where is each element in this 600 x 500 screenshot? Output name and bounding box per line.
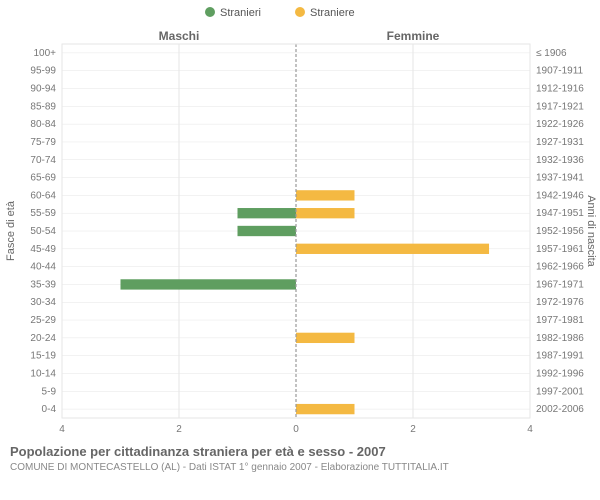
right-axis-title: Anni di nascita bbox=[585, 195, 597, 267]
bar-female bbox=[296, 333, 355, 343]
birth-label: 1992-1996 bbox=[536, 368, 584, 379]
bar-male bbox=[238, 208, 297, 218]
age-label: 75-79 bbox=[30, 137, 56, 148]
birth-label: 1962-1966 bbox=[536, 262, 584, 273]
birth-label: 1942-1946 bbox=[536, 190, 584, 201]
birth-label: 2002-2006 bbox=[536, 404, 584, 415]
legend-label: Stranieri bbox=[220, 7, 261, 19]
birth-label: 1982-1986 bbox=[536, 333, 584, 344]
birth-label: 1997-2001 bbox=[536, 386, 584, 397]
birth-label: 1932-1936 bbox=[536, 155, 584, 166]
birth-label: 1927-1931 bbox=[536, 137, 584, 148]
birth-label: 1907-1911 bbox=[536, 66, 584, 77]
birth-label: 1957-1961 bbox=[536, 244, 584, 255]
age-label: 70-74 bbox=[30, 155, 56, 166]
caption-subtitle: COMUNE DI MONTECASTELLO (AL) - Dati ISTA… bbox=[10, 461, 590, 474]
age-label: 90-94 bbox=[30, 84, 56, 95]
x-tick-label: 4 bbox=[527, 424, 533, 435]
age-label: 20-24 bbox=[30, 333, 56, 344]
age-label: 50-54 bbox=[30, 226, 56, 237]
age-label: 40-44 bbox=[30, 262, 56, 273]
bar-male bbox=[238, 226, 297, 236]
x-tick-label: 4 bbox=[59, 424, 65, 435]
right-side-title: Femmine bbox=[387, 29, 440, 43]
legend-label: Straniere bbox=[310, 7, 355, 19]
age-label: 85-89 bbox=[30, 101, 56, 112]
age-label: 95-99 bbox=[30, 66, 56, 77]
birth-label: 1937-1941 bbox=[536, 173, 584, 184]
age-label: 80-84 bbox=[30, 119, 56, 130]
legend-swatch bbox=[205, 7, 215, 17]
caption: Popolazione per cittadinanza straniera p… bbox=[0, 440, 600, 474]
birth-label: ≤ 1906 bbox=[536, 48, 567, 59]
birth-label: 1947-1951 bbox=[536, 208, 584, 219]
bar-female bbox=[296, 404, 355, 414]
birth-label: 1917-1921 bbox=[536, 101, 584, 112]
x-tick-label: 0 bbox=[293, 424, 299, 435]
age-label: 100+ bbox=[33, 48, 56, 59]
birth-label: 1987-1991 bbox=[536, 351, 584, 362]
birth-label: 1952-1956 bbox=[536, 226, 584, 237]
chart-svg: Stranieri Straniere Maschi Femmine 4 2 0 2 4 100+… bbox=[0, 0, 600, 440]
birth-label: 1977-1981 bbox=[536, 315, 584, 326]
x-tick-label: 2 bbox=[176, 424, 182, 435]
birth-label: 1967-1971 bbox=[536, 279, 584, 290]
bar-female bbox=[296, 190, 355, 200]
age-label: 0-4 bbox=[42, 404, 57, 415]
caption-title: Popolazione per cittadinanza straniera p… bbox=[10, 444, 590, 461]
age-label: 60-64 bbox=[30, 190, 56, 201]
age-label: 45-49 bbox=[30, 244, 56, 255]
left-axis-title: Fasce di età bbox=[5, 200, 17, 261]
left-side-title: Maschi bbox=[159, 29, 200, 43]
age-label: 65-69 bbox=[30, 173, 56, 184]
age-label: 5-9 bbox=[42, 386, 57, 397]
birth-label: 1972-1976 bbox=[536, 297, 584, 308]
age-label: 10-14 bbox=[30, 368, 56, 379]
bar-female bbox=[296, 208, 355, 218]
legend: Stranieri Straniere bbox=[205, 7, 355, 19]
pyramid-chart: Stranieri Straniere Maschi Femmine 4 2 0 2 4 100+… bbox=[0, 0, 600, 440]
age-label: 35-39 bbox=[30, 279, 56, 290]
legend-swatch bbox=[295, 7, 305, 17]
bar-male bbox=[121, 279, 297, 289]
birth-label: 1922-1926 bbox=[536, 119, 584, 130]
birth-label: 1912-1916 bbox=[536, 84, 584, 95]
age-label: 30-34 bbox=[30, 297, 56, 308]
x-tick-label: 2 bbox=[410, 424, 416, 435]
age-label: 55-59 bbox=[30, 208, 56, 219]
age-label: 15-19 bbox=[30, 351, 56, 362]
bar-female bbox=[296, 244, 489, 254]
age-label: 25-29 bbox=[30, 315, 56, 326]
